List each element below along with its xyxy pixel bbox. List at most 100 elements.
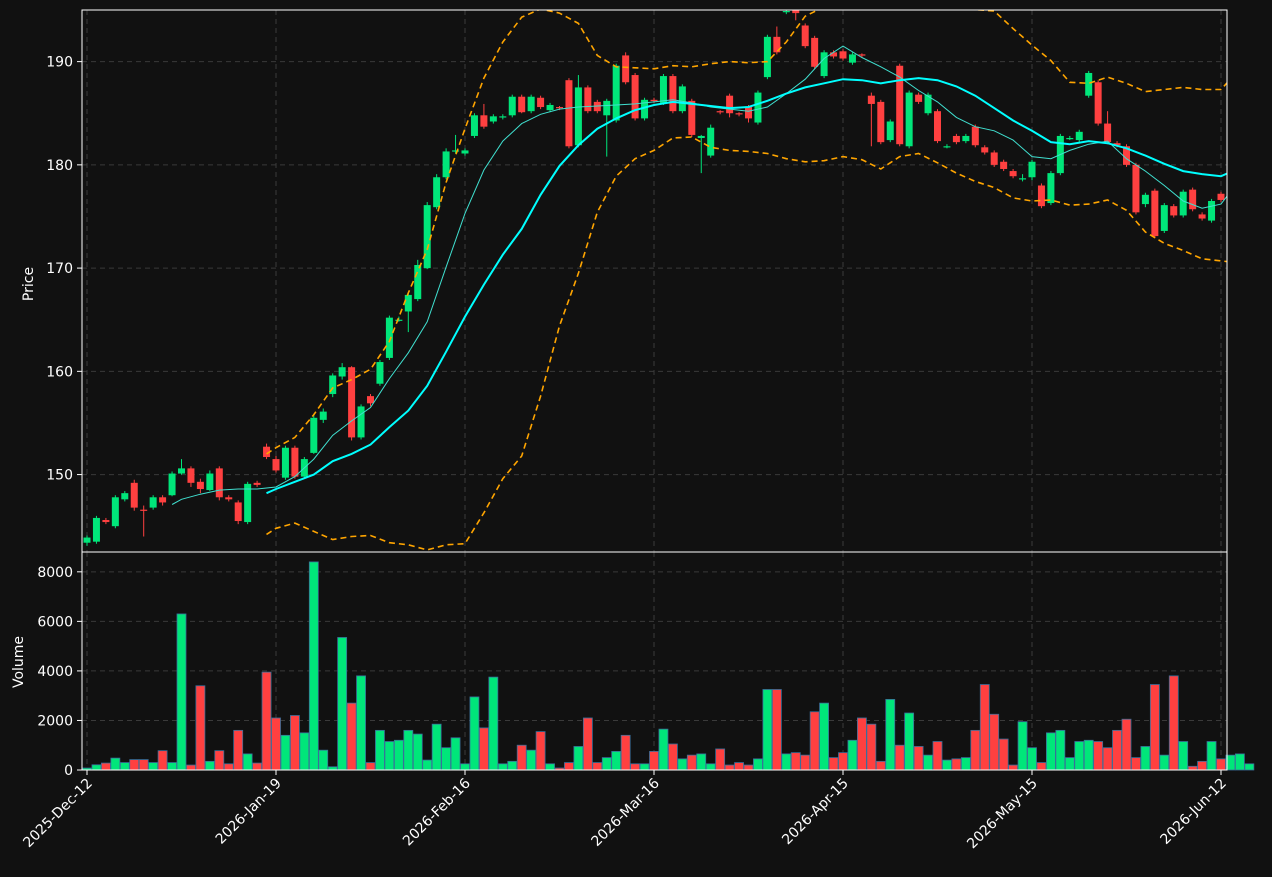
- candle-body: [612, 65, 620, 121]
- volume-bar: [1197, 760, 1207, 771]
- candle: [1037, 183, 1045, 209]
- price-tick-label: 180: [46, 158, 73, 174]
- candle: [196, 478, 204, 494]
- candle-body: [111, 497, 119, 527]
- candle: [206, 470, 214, 492]
- candle: [981, 145, 989, 155]
- volume-bar: [545, 763, 555, 771]
- volume-bar: [592, 762, 603, 771]
- volume-bar: [1102, 747, 1113, 771]
- candle: [461, 148, 469, 156]
- candle: [1075, 129, 1083, 143]
- candle-body: [867, 95, 875, 104]
- candle: [121, 491, 129, 502]
- candle-body: [121, 493, 129, 500]
- candle-body: [291, 447, 299, 477]
- candle: [1132, 162, 1140, 215]
- candle-body: [178, 468, 185, 474]
- candle-body: [726, 95, 734, 114]
- volume-bar: [753, 758, 763, 771]
- candle-body: [376, 362, 384, 384]
- volume-bar: [724, 764, 735, 771]
- volume-bar: [497, 763, 508, 771]
- candle: [357, 404, 365, 440]
- volume-bar: [771, 689, 782, 771]
- candle: [915, 92, 923, 104]
- volume-bar: [630, 763, 640, 771]
- candle: [801, 23, 809, 49]
- candle: [763, 34, 771, 80]
- candle-body: [565, 80, 573, 147]
- price-tick-label: 160: [46, 364, 73, 380]
- candle: [1179, 189, 1187, 218]
- candle-body: [395, 319, 403, 321]
- volume-bar: [119, 762, 130, 771]
- candle: [168, 471, 176, 497]
- candle-body: [102, 519, 110, 523]
- candle: [943, 144, 951, 149]
- volume-bar: [1121, 718, 1132, 771]
- candle-body: [92, 517, 100, 542]
- volume-bar: [1178, 741, 1189, 771]
- candle: [1047, 171, 1055, 206]
- candle: [272, 455, 280, 473]
- candle: [1009, 168, 1017, 179]
- price-tick-label: 170: [46, 261, 73, 277]
- volume-bar: [781, 753, 792, 771]
- candle: [886, 119, 894, 143]
- volume-bar: [734, 762, 744, 771]
- candle: [1019, 174, 1027, 182]
- volume-tick-label: 4000: [37, 664, 73, 680]
- candle-body: [310, 417, 318, 453]
- candle: [92, 515, 100, 544]
- volume-bar: [942, 759, 952, 771]
- volume-bar: [564, 762, 574, 771]
- volume-bar: [686, 754, 697, 771]
- volume-bar: [932, 741, 943, 771]
- candle-body: [801, 25, 809, 47]
- candle: [1085, 70, 1093, 98]
- candle-body: [952, 135, 960, 143]
- candle: [423, 202, 431, 270]
- volume-bar: [857, 717, 867, 771]
- candle: [263, 443, 271, 460]
- candle-body: [168, 473, 176, 496]
- candle-body: [499, 116, 507, 118]
- candle-body: [934, 111, 941, 142]
- candle-body: [811, 37, 819, 67]
- candle-body: [782, 11, 790, 13]
- candle-body: [1198, 214, 1206, 219]
- volume-bar: [204, 760, 215, 771]
- candle: [659, 74, 667, 105]
- candle: [187, 466, 195, 487]
- candle: [971, 124, 979, 148]
- candle: [338, 363, 346, 380]
- volume-bar: [110, 757, 121, 771]
- candle: [414, 259, 422, 302]
- volume-bar: [649, 751, 659, 771]
- candle-body: [1066, 138, 1074, 140]
- candle: [225, 495, 233, 502]
- candle: [159, 495, 167, 506]
- candle-body: [792, 10, 800, 14]
- candle: [1028, 159, 1036, 181]
- price-tick-label: 190: [46, 55, 73, 71]
- volume-bar: [970, 729, 981, 771]
- candle-body: [716, 111, 724, 113]
- candle: [1094, 80, 1102, 126]
- candle: [905, 90, 913, 149]
- volume-bar: [516, 744, 527, 771]
- volume-bar: [573, 746, 584, 771]
- candle: [678, 84, 686, 114]
- candle: [442, 148, 450, 180]
- volume-bar: [838, 752, 848, 771]
- candle-body: [830, 52, 838, 57]
- volume-bar: [1206, 741, 1217, 771]
- candle: [546, 102, 554, 113]
- candle: [537, 95, 545, 110]
- price-plot: [83, 10, 1227, 551]
- volume-bar: [951, 758, 962, 771]
- candle-body: [1132, 164, 1140, 213]
- candle: [1189, 187, 1197, 212]
